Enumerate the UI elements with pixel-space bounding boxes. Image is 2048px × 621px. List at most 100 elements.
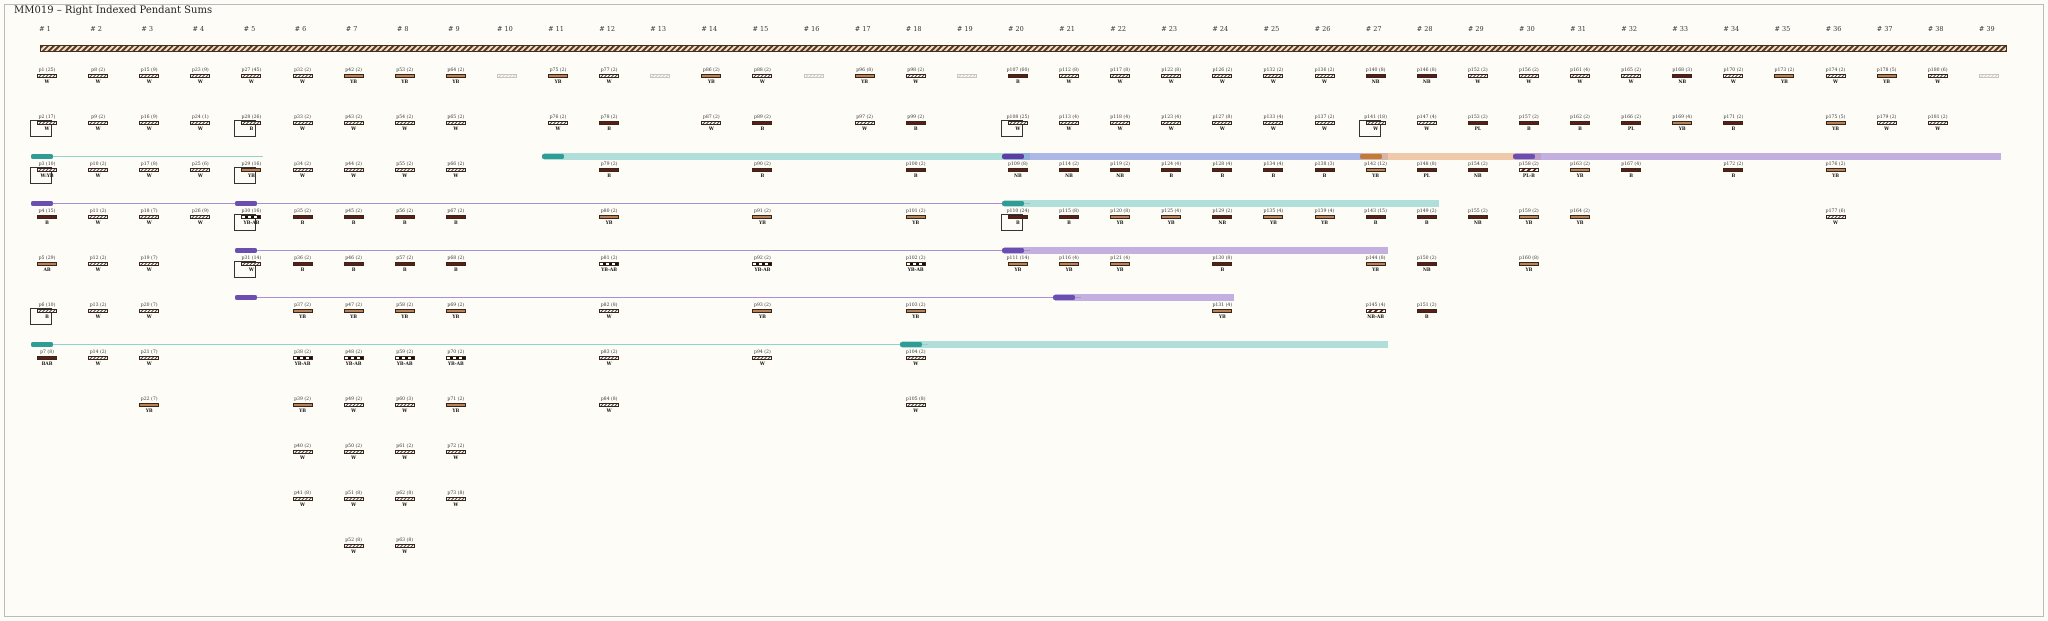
pendant-cord[interactable]: p131 (4) YB: [1205, 303, 1239, 329]
pendant-cord[interactable]: [950, 68, 984, 94]
pendant-cord[interactable]: p88 (2) W: [745, 68, 779, 94]
pendant-cord[interactable]: p18 (7) W: [132, 209, 166, 235]
pendant-cord[interactable]: p66 (2) W: [439, 162, 473, 188]
pendant-cord[interactable]: p55 (2) W: [388, 162, 422, 188]
pendant-cord[interactable]: p78 (2) B: [592, 115, 626, 141]
pendant-cord[interactable]: p160 (8) YB: [1512, 256, 1546, 282]
pendant-cord[interactable]: p96 (8) YB: [848, 68, 882, 94]
pendant-cord[interactable]: p116 (4) YB: [1052, 256, 1086, 282]
pendant-cord[interactable]: p119 (2) NB: [1103, 162, 1137, 188]
pendant-cord[interactable]: p51 (8) W: [337, 491, 371, 517]
pendant-cord[interactable]: p31 (14) W: [234, 256, 268, 282]
pendant-cord[interactable]: p139 (4) YB: [1308, 209, 1342, 235]
pendant-cord[interactable]: p47 (2) YB: [337, 303, 371, 329]
pendant-cord[interactable]: p156 (2) W: [1512, 68, 1546, 94]
pendant-cord[interactable]: p94 (2) W: [745, 350, 779, 376]
pendant-cord[interactable]: p83 (2) W: [592, 350, 626, 376]
pendant-cord[interactable]: p84 (8) W: [592, 397, 626, 423]
pendant-cord[interactable]: p135 (4) YB: [1256, 209, 1290, 235]
pendant-cord[interactable]: p164 (2) YB: [1563, 209, 1597, 235]
pendant-cord[interactable]: [643, 68, 677, 94]
pendant-cord[interactable]: p70 (2) YB-AB: [439, 350, 473, 376]
pendant-cord[interactable]: p53 (2) YB: [388, 68, 422, 94]
pendant-cord[interactable]: p60 (3) W: [388, 397, 422, 423]
pendant-cord[interactable]: p10 (2) W: [81, 162, 115, 188]
pendant-cord[interactable]: p127 (8) W: [1205, 115, 1239, 141]
pendant-cord[interactable]: p77 (2) W: [592, 68, 626, 94]
pendant-cord[interactable]: p23 (9) W: [183, 68, 217, 94]
pendant-cord[interactable]: p151 (2) B: [1410, 303, 1444, 329]
pendant-cord[interactable]: p125 (4) YB: [1154, 209, 1188, 235]
pendant-cord[interactable]: p34 (2) W: [286, 162, 320, 188]
pendant-cord[interactable]: p52 (8) W: [337, 538, 371, 564]
pendant-cord[interactable]: p13 (2) W: [81, 303, 115, 329]
pendant-cord[interactable]: p150 (2) NB: [1410, 256, 1444, 282]
pendant-cord[interactable]: p76 (2) W: [541, 115, 575, 141]
pendant-cord[interactable]: p179 (2) W: [1870, 115, 1904, 141]
pendant-cord[interactable]: p69 (2) YB: [439, 303, 473, 329]
pendant-cord[interactable]: p118 (4) W: [1103, 115, 1137, 141]
pendant-cord[interactable]: p90 (2) B: [745, 162, 779, 188]
pendant-cord[interactable]: p112 (8) W: [1052, 68, 1086, 94]
pendant-cord[interactable]: p72 (2) W: [439, 444, 473, 470]
pendant-cord[interactable]: p178 (5) YB: [1870, 68, 1904, 94]
pendant-cord[interactable]: p176 (2) YB: [1819, 162, 1853, 188]
pendant-cord[interactable]: p5 (29) AB: [30, 256, 64, 282]
pendant-cord[interactable]: p28 (26) B: [234, 115, 268, 141]
pendant-cord[interactable]: p146 (8) NB: [1410, 68, 1444, 94]
pendant-cord[interactable]: p133 (4) W: [1256, 115, 1290, 141]
pendant-cord[interactable]: p44 (2) W: [337, 162, 371, 188]
pendant-cord[interactable]: p162 (2) B: [1563, 115, 1597, 141]
pendant-cord[interactable]: p148 (8) PL: [1410, 162, 1444, 188]
pendant-cord[interactable]: p35 (2) B: [286, 209, 320, 235]
pendant-cord[interactable]: p56 (2) B: [388, 209, 422, 235]
pendant-cord[interactable]: p170 (2) W: [1716, 68, 1750, 94]
pendant-cord[interactable]: p158 (2) PL-B: [1512, 162, 1546, 188]
pendant-cord[interactable]: p152 (2) W: [1461, 68, 1495, 94]
pendant-cord[interactable]: p42 (2) YB: [337, 68, 371, 94]
pendant-cord[interactable]: p120 (8) YB: [1103, 209, 1137, 235]
pendant-cord[interactable]: p154 (2) NB: [1461, 162, 1495, 188]
pendant-cord[interactable]: p143 (15) B: [1359, 209, 1393, 235]
pendant-cord[interactable]: p129 (2) NB: [1205, 209, 1239, 235]
pendant-cord[interactable]: p169 (4) YB: [1665, 115, 1699, 141]
pendant-cord[interactable]: p121 (4) YB: [1103, 256, 1137, 282]
pendant-cord[interactable]: p181 (2) W: [1921, 115, 1955, 141]
pendant-cord[interactable]: p100 (2) B: [899, 162, 933, 188]
pendant-cord[interactable]: p101 (2) YB: [899, 209, 933, 235]
pendant-cord[interactable]: p65 (2) W: [439, 115, 473, 141]
pendant-cord[interactable]: p174 (2) W: [1819, 68, 1853, 94]
pendant-cord[interactable]: p36 (2) B: [286, 256, 320, 282]
pendant-cord[interactable]: p145 (4) NB-AB: [1359, 303, 1393, 329]
pendant-cord[interactable]: p27 (45) W: [234, 68, 268, 94]
pendant-cord[interactable]: p71 (2) YB: [439, 397, 473, 423]
pendant-cord[interactable]: p39 (2) YB: [286, 397, 320, 423]
pendant-cord[interactable]: p64 (2) YB: [439, 68, 473, 94]
pendant-cord[interactable]: p166 (2) PL: [1614, 115, 1648, 141]
pendant-cord[interactable]: p117 (8) W: [1103, 68, 1137, 94]
pendant-cord[interactable]: p54 (2) W: [388, 115, 422, 141]
pendant-cord[interactable]: p21 (7) W: [132, 350, 166, 376]
pendant-cord[interactable]: p108 (25) W: [1000, 115, 1035, 141]
pendant-cord[interactable]: p165 (2) W: [1614, 68, 1648, 94]
pendant-cord[interactable]: p7 (8) BAB: [30, 350, 64, 376]
pendant-cord[interactable]: p144 (8) YB: [1359, 256, 1393, 282]
pendant-cord[interactable]: p12 (2) W: [81, 256, 115, 282]
pendant-cord[interactable]: p45 (2) B: [337, 209, 371, 235]
pendant-cord[interactable]: p22 (7) YB: [132, 397, 166, 423]
pendant-cord[interactable]: [490, 68, 524, 94]
pendant-cord[interactable]: p137 (2) W: [1308, 115, 1342, 141]
pendant-cord[interactable]: p50 (2) W: [337, 444, 371, 470]
pendant-cord[interactable]: p171 (2) B: [1716, 115, 1750, 141]
pendant-cord[interactable]: p142 (12) YB: [1359, 162, 1393, 188]
pendant-cord[interactable]: p136 (2) W: [1308, 68, 1342, 94]
pendant-cord[interactable]: p86 (2) YB: [694, 68, 728, 94]
pendant-cord[interactable]: p43 (2) W: [337, 115, 371, 141]
pendant-cord[interactable]: p24 (1) W: [183, 115, 217, 141]
pendant-cord[interactable]: p49 (2) W: [337, 397, 371, 423]
pendant-cord[interactable]: p180 (6) W: [1921, 68, 1955, 94]
pendant-cord[interactable]: [1972, 68, 2006, 94]
pendant-cord[interactable]: p172 (2) B: [1716, 162, 1750, 188]
pendant-cord[interactable]: p48 (2) YB-AB: [337, 350, 371, 376]
pendant-cord[interactable]: p30 (16) YB-AB: [234, 209, 268, 235]
